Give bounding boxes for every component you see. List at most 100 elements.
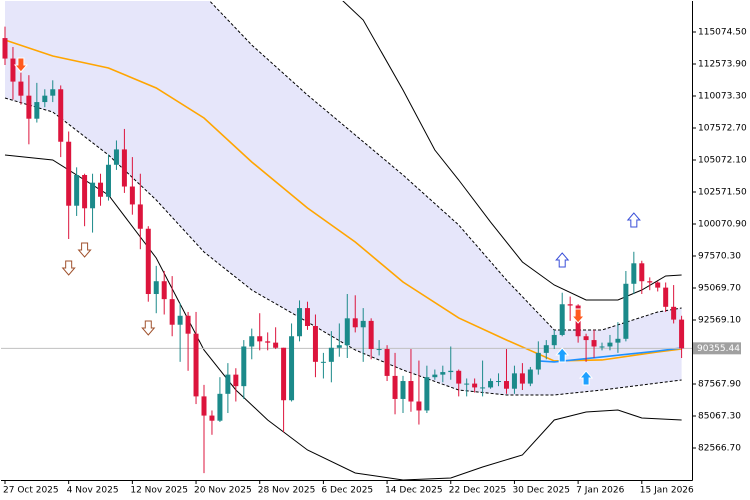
y-tick-label: 105072.10 — [698, 156, 747, 166]
candle-body — [551, 334, 557, 346]
candle-body — [432, 374, 438, 378]
candle-body — [177, 315, 183, 325]
candle-body — [503, 381, 509, 389]
candle-body — [647, 281, 653, 283]
candle-body — [281, 347, 287, 401]
candle-body — [464, 383, 470, 385]
candle-body — [376, 349, 382, 351]
candle-body — [591, 340, 597, 347]
candle-body — [169, 299, 175, 325]
candle-body — [185, 315, 191, 334]
candle-body — [408, 381, 414, 402]
candle-body — [145, 228, 151, 295]
y-tick-label: 97570.30 — [698, 252, 741, 262]
y-tick-label: 92569.10 — [698, 316, 741, 326]
candle-body — [161, 281, 167, 300]
candle-body — [535, 352, 541, 370]
signal-arrow — [571, 308, 586, 324]
candle-body — [58, 89, 64, 142]
candle-body — [105, 164, 111, 197]
candle-body — [66, 141, 72, 206]
candle-body — [639, 263, 645, 282]
candle-body — [241, 346, 247, 387]
signal-arrow — [626, 212, 641, 228]
candle-body — [663, 287, 669, 307]
candle-body — [472, 383, 478, 388]
candle-body — [209, 415, 215, 421]
y-tick-label: 82566.70 — [698, 443, 741, 453]
y-tick-label: 100070.90 — [698, 220, 747, 230]
candle-body — [368, 320, 374, 350]
x-tick-label: 14 Dec 2025 — [385, 486, 443, 496]
candle-body — [671, 306, 677, 320]
candle-body — [496, 381, 502, 383]
x-tick-label: 6 Dec 2025 — [321, 486, 373, 496]
candle-body — [320, 361, 326, 363]
x-tick-label: 28 Nov 2025 — [258, 486, 316, 496]
candle-body — [480, 387, 486, 389]
candle-body — [352, 318, 358, 328]
candle-body — [42, 95, 48, 103]
x-tick-label: 30 Dec 2025 — [512, 486, 570, 496]
candle-body — [265, 341, 271, 343]
price-label-box — [693, 342, 741, 355]
price-label: 90355.44 — [697, 344, 740, 354]
signal-arrow — [555, 252, 570, 268]
x-tick-label: 27 Oct 2025 — [3, 486, 59, 496]
candle-body — [527, 369, 533, 384]
signal-arrow — [77, 242, 92, 258]
candle-body — [273, 342, 279, 348]
signal-arrow — [578, 370, 594, 386]
candle-body — [90, 182, 96, 209]
candle-body — [336, 345, 342, 348]
signal-arrow — [13, 57, 29, 73]
signal-arrow — [141, 320, 156, 336]
candle-body — [679, 319, 685, 349]
candle-body — [344, 318, 350, 346]
candle-body — [18, 81, 24, 96]
candle-body — [607, 342, 613, 347]
x-tick-label: 4 Nov 2025 — [67, 486, 119, 496]
y-tick-label: 95069.70 — [698, 284, 741, 294]
candle-body — [615, 338, 621, 343]
y-tick-label: 102571.50 — [698, 188, 747, 198]
candle-body — [384, 349, 390, 376]
x-tick-label: 7 Jan 2026 — [576, 486, 624, 496]
signal-arrow — [61, 260, 76, 276]
signal-arrow — [555, 347, 570, 363]
candle-body — [26, 95, 32, 119]
y-tick-label: 115074.50 — [698, 28, 747, 38]
candle-body — [360, 320, 366, 328]
candle-body — [424, 377, 430, 411]
candle-body — [456, 370, 462, 384]
candle-body — [2, 38, 8, 59]
candle-body — [34, 102, 40, 119]
candle-body — [448, 370, 454, 373]
candle-body — [98, 182, 104, 197]
candle-body — [392, 375, 398, 399]
candle-body — [631, 263, 637, 284]
candle-body — [559, 304, 565, 335]
candle-body — [655, 282, 661, 288]
candle-body — [440, 372, 446, 375]
candle-body — [400, 381, 406, 399]
candle-body — [488, 381, 494, 388]
candle-body — [113, 149, 119, 165]
candle-body — [304, 308, 310, 327]
y-tick-label: 107572.70 — [698, 124, 747, 134]
candle-body — [257, 336, 263, 342]
candle-body — [153, 281, 159, 295]
candle-body — [623, 283, 629, 339]
candle-body — [50, 89, 56, 96]
candle-body — [328, 347, 334, 362]
x-tick-label: 22 Dec 2025 — [449, 486, 507, 496]
x-tick-label: 20 Nov 2025 — [194, 486, 252, 496]
x-tick-label: 15 Jan 2026 — [640, 486, 694, 496]
candle-body — [82, 175, 88, 209]
candle-body — [193, 333, 199, 397]
y-tick-label: 112573.90 — [698, 60, 747, 70]
candle-body — [416, 401, 422, 411]
indicator-line — [208, 0, 682, 331]
plot-area — [0, 0, 692, 480]
